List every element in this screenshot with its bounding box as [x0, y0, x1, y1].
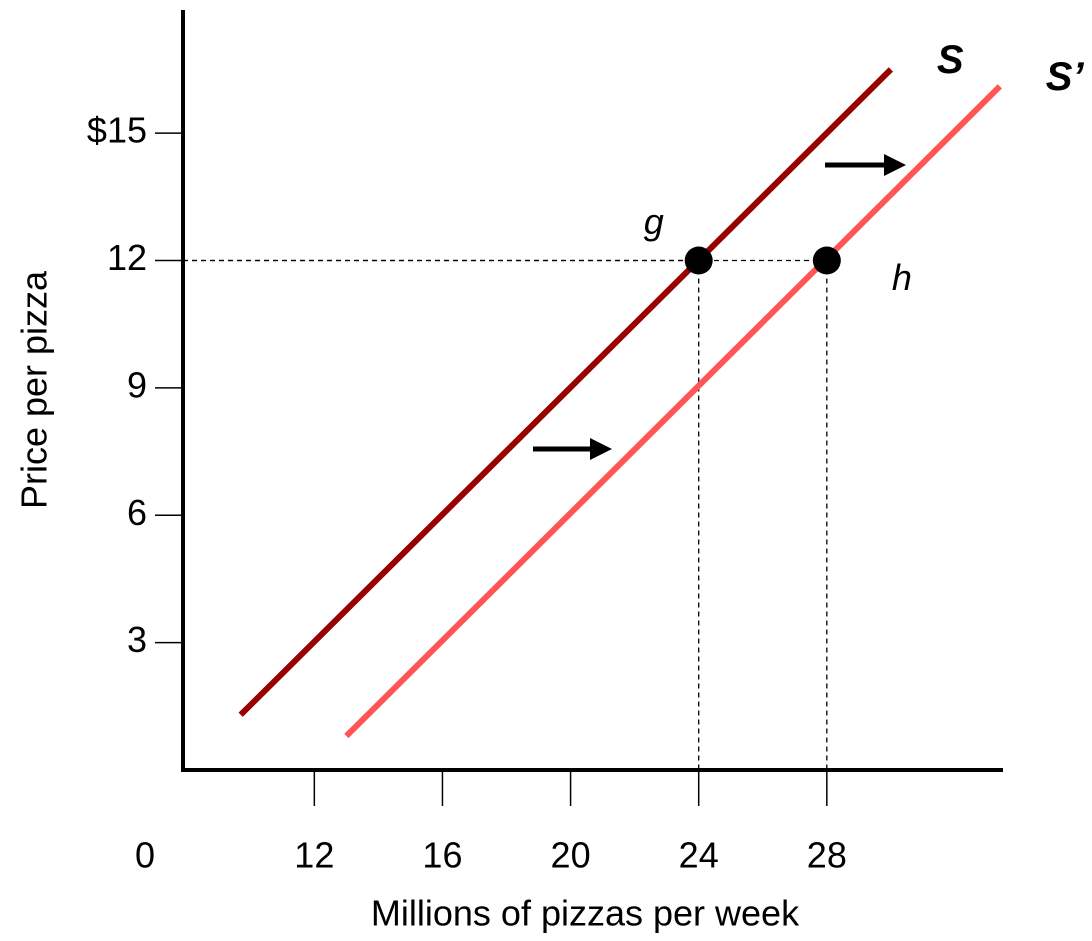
- origin-label: 0: [135, 835, 155, 876]
- y-axis-label: Price per pizza: [14, 270, 55, 509]
- series-label: S: [937, 38, 964, 82]
- y-tick-label: 3: [127, 619, 147, 660]
- y-tick-label: $15: [87, 110, 147, 151]
- shift-arrow: [533, 438, 612, 460]
- x-tick-label: 16: [422, 835, 462, 876]
- supply-line: [344, 84, 1002, 739]
- x-tick-label: 24: [679, 835, 719, 876]
- point-label: h: [892, 257, 912, 298]
- y-tick-label: 6: [127, 492, 147, 533]
- x-tick-label: 12: [294, 835, 334, 876]
- equilibrium-point: [684, 246, 713, 275]
- supply-line: [238, 67, 894, 717]
- point-label: g: [644, 201, 664, 242]
- x-tick-label: 28: [807, 835, 847, 876]
- equilibrium-point: [812, 246, 841, 275]
- x-tick-label: 20: [551, 835, 591, 876]
- x-axis-label: Millions of pizzas per week: [371, 893, 800, 934]
- y-tick-label: 12: [107, 237, 147, 278]
- shift-arrow: [825, 154, 906, 176]
- series-label: S’: [1046, 55, 1085, 99]
- y-tick-label: 9: [127, 364, 147, 405]
